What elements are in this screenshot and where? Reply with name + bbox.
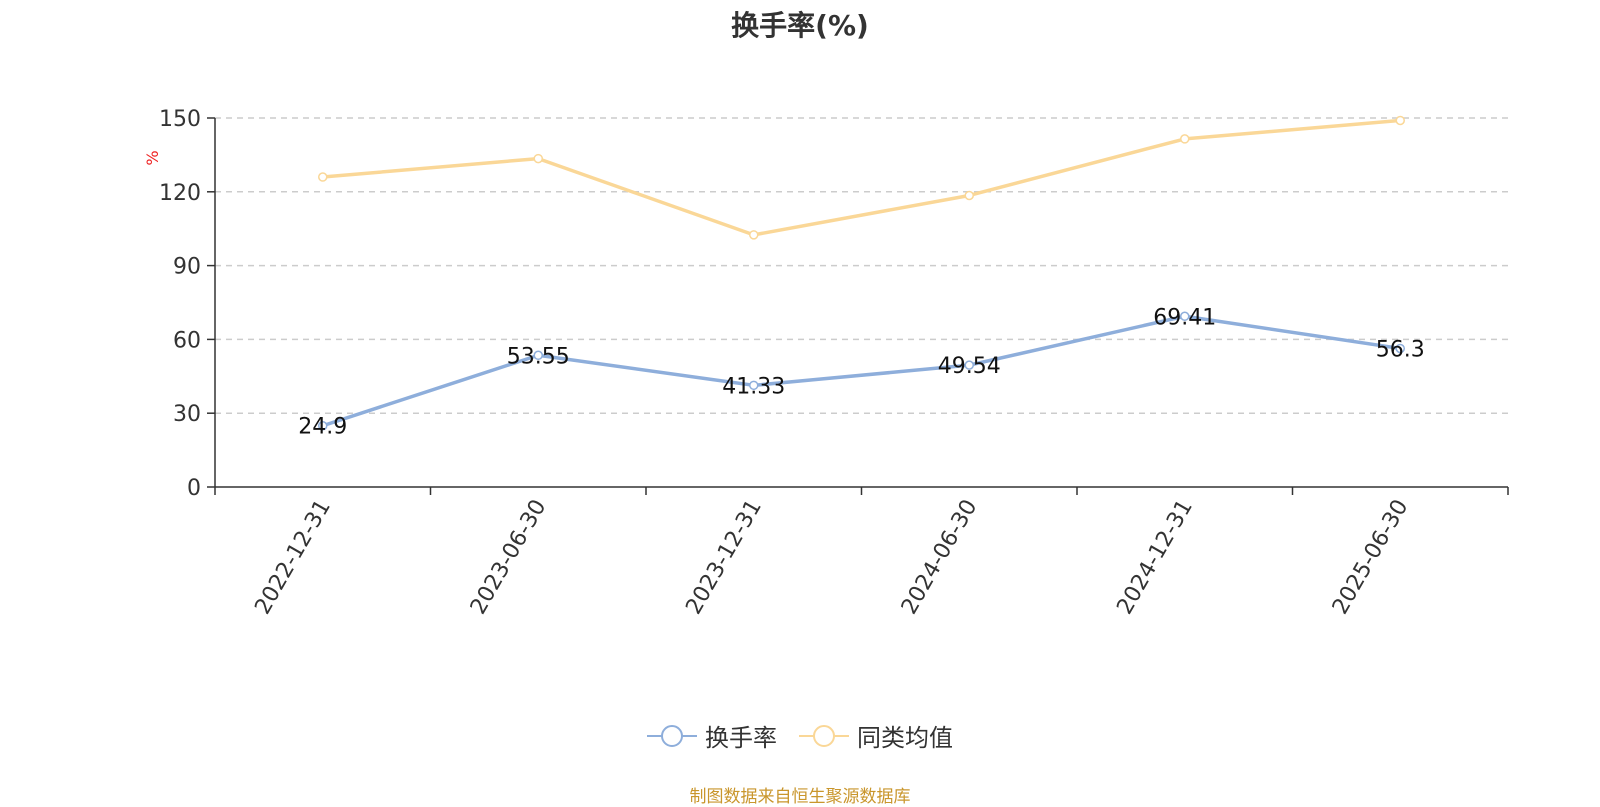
- data-labels: 24.9 53.55 41.33 49.54 69.41 56.3: [298, 305, 1424, 439]
- data-point: [1180, 311, 1190, 322]
- y-tick-label: 90: [173, 255, 201, 280]
- x-tick-label: 2022-12-31: [250, 496, 336, 619]
- source-note: 制图数据来自恒生聚源数据库: [689, 787, 911, 807]
- x-tick-label: 2024-12-31: [1112, 496, 1198, 619]
- data-point: [533, 350, 543, 361]
- data-point: [964, 190, 974, 201]
- x-tick-label: 2023-06-30: [466, 496, 552, 619]
- data-label: 69.41: [1153, 305, 1216, 330]
- x-tick-label: 2024-06-30: [897, 496, 983, 619]
- legend-turnover-label: 换手率: [705, 724, 777, 752]
- line-chart: 0 30 60 90 120 150% 2022-12-31 2023-06-30 2023-1…: [143, 107, 1509, 619]
- y-tick-label: 0: [187, 476, 201, 501]
- series-lines: [318, 115, 1405, 431]
- data-point: [1180, 134, 1190, 144]
- y-tick-label: 120: [159, 181, 201, 206]
- data-label: 56.3: [1376, 338, 1425, 363]
- data-point: [318, 172, 328, 182]
- legend-peer-average-symbol: [799, 724, 849, 747]
- data-point: [318, 420, 328, 431]
- data-point: [749, 380, 759, 391]
- legend-turnover-symbol: [647, 724, 697, 747]
- x-tick-label: 2023-12-31: [681, 496, 767, 619]
- axes: 0 30 60 90 120 150% 2022-12-31 2023-06-30 2023-1…: [143, 107, 1509, 619]
- data-label: 24.9: [298, 415, 347, 440]
- legend: 换手率 同类均值: [0, 718, 1600, 753]
- data-point: [964, 360, 974, 370]
- legend-item-turnover[interactable]: 换手率: [647, 718, 777, 753]
- data-point: [749, 230, 759, 240]
- chart-title: 换手率(%): [731, 9, 869, 42]
- data-label: 49.54: [938, 354, 1001, 379]
- data-point: [1395, 343, 1405, 354]
- y-axis-label: %: [143, 150, 162, 165]
- series-line-0: [322, 314, 1401, 428]
- data-point: [1395, 115, 1405, 126]
- legend-peer-average-label: 同类均值: [857, 724, 953, 752]
- data-label: 53.55: [507, 344, 570, 369]
- data-label: 41.33: [722, 374, 785, 399]
- y-tick-label: 150: [159, 107, 201, 132]
- legend-item-peer-average[interactable]: 同类均值: [799, 718, 953, 753]
- x-tick-label: 2025-06-30: [1328, 496, 1414, 619]
- y-tick-label: 60: [173, 328, 201, 353]
- grid-lines: [215, 117, 1508, 414]
- data-point: [533, 153, 543, 164]
- y-tick-label: 30: [173, 402, 201, 427]
- series-line-1: [322, 118, 1401, 237]
